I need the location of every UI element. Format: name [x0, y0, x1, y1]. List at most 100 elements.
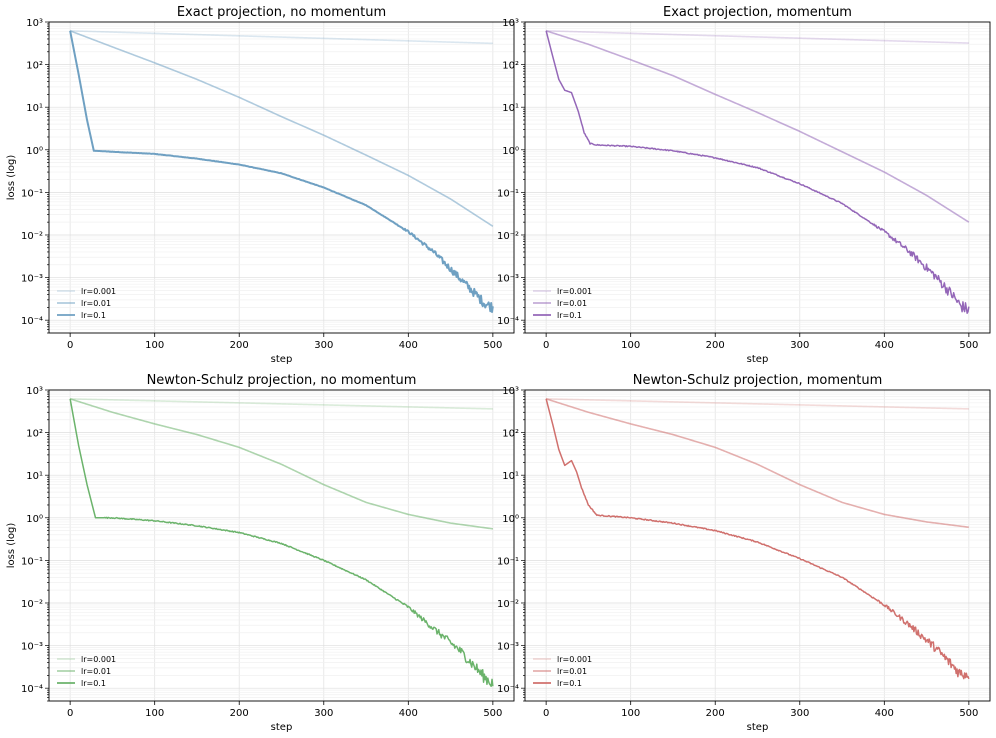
gridlines — [525, 389, 990, 702]
y-tick-label: 10² — [502, 61, 519, 72]
x-tick-label: 100 — [621, 708, 640, 719]
series-line-lr-0_001 — [546, 30, 969, 44]
y-tick-label: 10⁻⁴ — [21, 316, 43, 327]
series-line-lr-0_01 — [69, 398, 493, 530]
y-tick-label: 10⁻¹ — [497, 556, 519, 567]
x-tick-label: 200 — [706, 340, 725, 351]
legend-label: lr=0.01 — [81, 667, 111, 676]
legend: lr=0.001 lr=0.01 lr=0.1 — [57, 655, 116, 688]
y-tick-label: 10¹ — [502, 471, 519, 482]
series-lines — [545, 398, 970, 680]
series-lines — [545, 30, 970, 314]
gridlines — [525, 21, 990, 334]
series-line-lr-0_1 — [69, 398, 494, 688]
axes-frame — [524, 21, 991, 334]
x-tick-label: 0 — [67, 340, 73, 351]
y-tick-label: 10⁻⁴ — [497, 316, 519, 327]
x-tick-label: 300 — [314, 708, 333, 719]
x-tick-label: 200 — [230, 708, 249, 719]
legend: lr=0.001 lr=0.01 lr=0.1 — [533, 287, 592, 320]
x-tick-label: 200 — [706, 708, 725, 719]
y-tick-label: 10⁰ — [26, 514, 43, 525]
x-tick-label: 300 — [314, 340, 333, 351]
legend-label: lr=0.01 — [557, 299, 587, 308]
y-tick-label: 10³ — [26, 18, 43, 29]
x-axis-label: step — [747, 354, 769, 365]
axes-frame — [48, 389, 515, 702]
y-tick-label: 10¹ — [502, 103, 519, 114]
x-axis-label: step — [271, 722, 293, 733]
series-line-lr-0_1 — [545, 398, 970, 680]
series-line-lr-0_001 — [70, 398, 493, 410]
y-axis-label: loss (log) — [6, 155, 17, 201]
y-tick-label: 10² — [502, 429, 519, 440]
x-tick-label: 400 — [875, 708, 894, 719]
y-tick-label: 10⁻¹ — [21, 188, 43, 199]
legend-label: lr=0.001 — [557, 287, 592, 296]
x-tick-label: 100 — [145, 708, 164, 719]
x-axis-label: step — [747, 722, 769, 733]
series-line-lr-0_01 — [545, 398, 969, 529]
y-tick-label: 10⁻³ — [21, 642, 43, 653]
legend-label: lr=0.1 — [81, 679, 106, 688]
series-line-lr-0_01 — [545, 30, 970, 223]
x-tick-label: 300 — [790, 708, 809, 719]
x-tick-label: 200 — [230, 340, 249, 351]
series-line-lr-0_001 — [70, 30, 493, 45]
y-tick-label: 10³ — [502, 18, 519, 29]
x-tick-label: 400 — [399, 340, 418, 351]
chart-title: Exact projection, momentum — [663, 5, 852, 20]
x-tick-label: 500 — [959, 708, 978, 719]
y-tick-label: 10⁻¹ — [497, 188, 519, 199]
legend-label: lr=0.1 — [557, 311, 582, 320]
series-line-lr-0_001 — [546, 398, 969, 410]
y-tick-label: 10³ — [26, 386, 43, 397]
legend-label: lr=0.01 — [81, 299, 111, 308]
chart-panel-2: 0 100 200 300 400 500 10⁻⁴ 10⁻³ 10⁻² 10⁻¹ 10⁰ 10¹ 10… — [497, 5, 991, 365]
y-tick-label: 10⁻² — [497, 231, 519, 242]
x-tick-label: 500 — [483, 708, 502, 719]
y-tick-label: 10⁰ — [502, 514, 519, 525]
x-tick-label: 0 — [543, 708, 549, 719]
axes-frame — [48, 21, 515, 334]
y-tick-label: 10⁰ — [26, 146, 43, 157]
series-line-lr-0_01 — [69, 30, 494, 227]
chart-title: Newton-Schulz projection, no momentum — [147, 373, 417, 388]
y-tick-label: 10⁻³ — [497, 274, 519, 285]
x-tick-label: 0 — [543, 340, 549, 351]
legend: lr=0.001 lr=0.01 lr=0.1 — [533, 655, 592, 688]
legend-label: lr=0.001 — [81, 655, 116, 664]
axes-frame — [524, 389, 991, 702]
gridlines — [49, 389, 514, 702]
y-tick-label: 10⁰ — [502, 146, 519, 157]
y-tick-label: 10⁻² — [497, 599, 519, 610]
legend: lr=0.001 lr=0.01 lr=0.1 — [57, 287, 116, 320]
chart-panel-4: 0 100 200 300 400 500 10⁻⁴ 10⁻³ 10⁻² 10⁻¹ 10⁰ 10¹ 10… — [497, 373, 991, 733]
legend-label: lr=0.1 — [557, 679, 582, 688]
y-tick-label: 10⁻⁴ — [21, 684, 43, 695]
y-tick-label: 10⁻⁴ — [497, 684, 519, 695]
x-tick-label: 0 — [67, 708, 73, 719]
x-tick-label: 100 — [621, 340, 640, 351]
x-tick-label: 100 — [145, 340, 164, 351]
x-axis-label: step — [271, 354, 293, 365]
y-tick-label: 10⁻³ — [497, 642, 519, 653]
y-tick-label: 10² — [26, 429, 43, 440]
chart-panel-3: 0 100 200 300 400 500 10⁻⁴ 10⁻³ 10⁻² 10⁻¹ 10⁰ 10¹ 10… — [6, 373, 515, 733]
y-tick-label: 10¹ — [26, 103, 43, 114]
y-axis-label: loss (log) — [6, 523, 17, 569]
legend-label: lr=0.1 — [81, 311, 106, 320]
x-tick-label: 400 — [399, 708, 418, 719]
y-tick-label: 10⁻² — [21, 231, 43, 242]
series-line-lr-0_1 — [545, 30, 970, 314]
gridlines — [49, 21, 514, 334]
chart-title: Exact projection, no momentum — [177, 5, 386, 20]
series-lines — [69, 398, 494, 688]
y-tick-label: 10⁻¹ — [21, 556, 43, 567]
x-tick-label: 500 — [483, 340, 502, 351]
legend-label: lr=0.001 — [81, 287, 116, 296]
x-tick-label: 500 — [959, 340, 978, 351]
x-tick-label: 300 — [790, 340, 809, 351]
y-tick-label: 10³ — [502, 386, 519, 397]
